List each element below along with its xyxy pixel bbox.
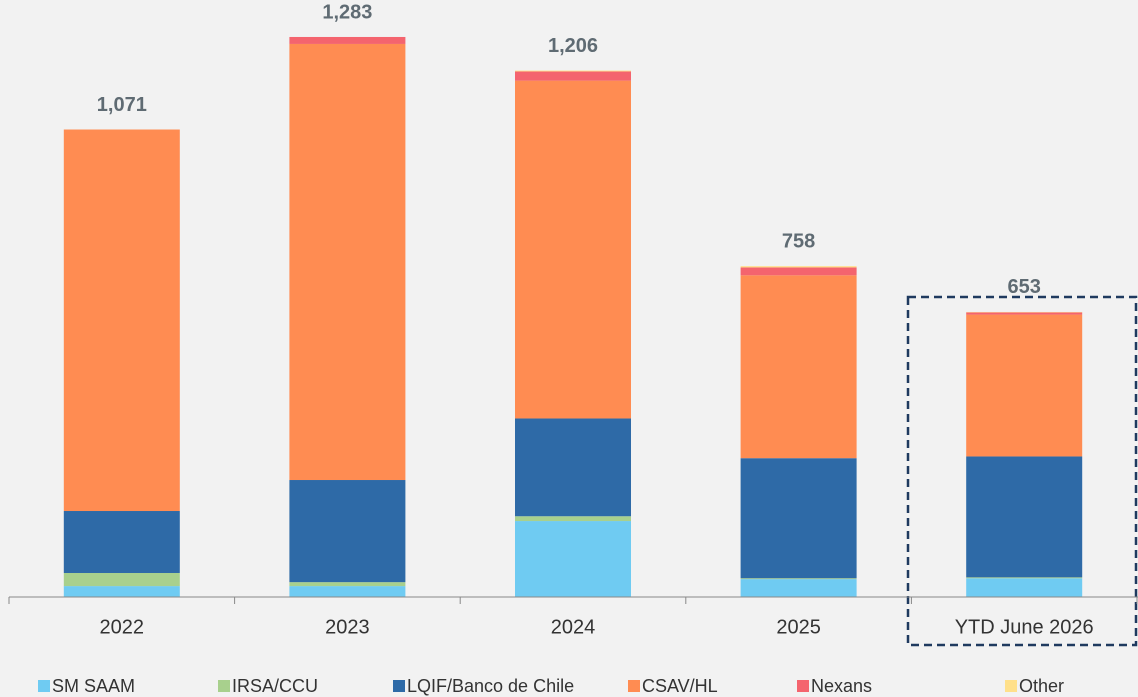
total-label: 1,283	[322, 1, 372, 23]
legend-swatch	[1005, 680, 1017, 692]
bar-segment	[515, 71, 631, 81]
bar-segment	[289, 43, 406, 481]
bar-segment	[289, 36, 406, 44]
bar-segment	[966, 312, 1083, 315]
bar-segment	[740, 579, 857, 597]
bar-segment	[515, 516, 631, 522]
bar-segment	[740, 458, 857, 579]
x-tick-label: YTD June 2026	[955, 616, 1094, 638]
legend-swatch	[797, 680, 809, 692]
total-label: 758	[782, 230, 815, 252]
legend-swatch	[393, 680, 405, 692]
legend-swatch	[628, 680, 640, 692]
x-tick-label: 2023	[325, 616, 370, 638]
legend-swatch	[38, 680, 50, 692]
legend-label: CSAV/HL	[642, 676, 718, 696]
legend-label: Other	[1019, 676, 1064, 696]
bar-segment	[740, 267, 857, 276]
bar-segment	[63, 572, 180, 587]
bar-segment	[740, 275, 857, 459]
bar-segment	[63, 586, 180, 597]
bar-segment	[289, 480, 406, 583]
total-label: 1,071	[97, 94, 147, 116]
bar-segment	[289, 582, 406, 587]
bar-segment	[966, 456, 1083, 578]
bar-segment	[63, 511, 180, 573]
bar-segment	[966, 577, 1083, 579]
x-tick-label: 2024	[551, 616, 596, 638]
total-label: 653	[1008, 276, 1041, 298]
bar-segment	[740, 578, 857, 580]
bar-segment	[740, 266, 857, 268]
bar-segment	[515, 70, 631, 72]
highlight-box	[906, 295, 1138, 647]
bar-segment	[966, 578, 1083, 597]
legend-label: LQIF/Banco de Chile	[407, 676, 574, 696]
bar-segment	[515, 80, 631, 419]
x-tick-label: 2022	[100, 616, 145, 638]
bar-segment	[63, 129, 180, 512]
x-tick-label: 2025	[776, 616, 821, 638]
legend-label: SM SAAM	[52, 676, 135, 696]
bar-segment	[289, 586, 406, 597]
legend-label: IRSA/CCU	[232, 676, 318, 696]
bar-segment	[515, 418, 631, 517]
bar-segment	[515, 521, 631, 597]
total-label: 1,206	[548, 35, 598, 57]
legend-label: Nexans	[811, 676, 872, 696]
legend-swatch	[218, 680, 230, 692]
bar-segment	[966, 314, 1083, 457]
